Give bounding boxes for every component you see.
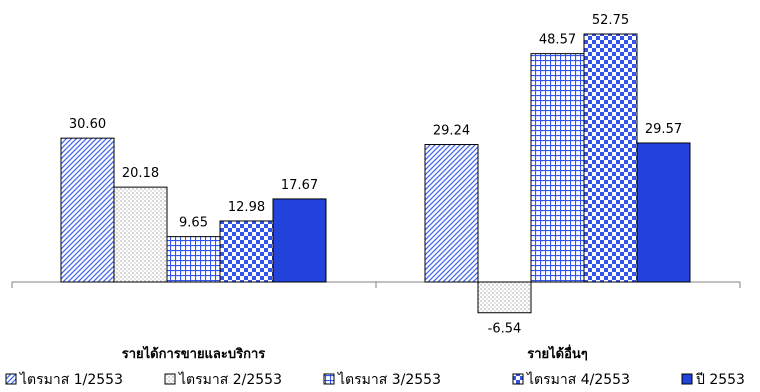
legend-label: ไตรมาส 2/2553 — [178, 371, 282, 388]
category-label: รายได้อื่นๆ — [527, 344, 588, 362]
data-label: 48.57 — [539, 33, 576, 48]
data-label: 29.24 — [433, 124, 470, 139]
legend-swatch — [681, 373, 693, 385]
bar — [219, 220, 274, 283]
bar — [636, 142, 691, 283]
data-label: -6.54 — [488, 322, 522, 337]
data-label: 20.18 — [122, 166, 159, 181]
bar — [477, 281, 532, 314]
bar — [60, 137, 115, 283]
bars — [60, 33, 691, 314]
bar — [166, 236, 221, 283]
legend-label: ไตรมาส 3/2553 — [337, 371, 441, 388]
bar — [113, 186, 168, 283]
bar — [530, 53, 585, 283]
bar — [272, 198, 327, 283]
category-labels: รายได้การขายและบริการ รายได้อื่นๆ — [122, 344, 588, 362]
bar — [424, 144, 479, 283]
data-label: 29.57 — [645, 122, 682, 137]
data-label: 12.98 — [228, 200, 265, 215]
legend: ไตรมาส 1/2553 ไตรมาส 2/2553 ไตรมาส 3/2553 ไ… — [5, 371, 745, 388]
legend-label: ไตรมาส 1/2553 — [19, 371, 123, 388]
data-label: 9.65 — [179, 216, 208, 231]
category-label: รายได้การขายและบริการ — [122, 345, 266, 362]
data-label: 30.60 — [69, 117, 106, 132]
legend-label: ไตรมาส 4/2553 — [526, 371, 630, 388]
legend-label: ปี 2553 — [696, 372, 745, 388]
data-label: 52.75 — [592, 13, 629, 28]
legend-swatch — [5, 373, 17, 385]
data-label: 17.67 — [281, 178, 318, 193]
plot-area: 30.60 20.18 9.65 12.98 17.67 29.24 -6.54 48.57 5… — [11, 13, 741, 362]
bar — [583, 33, 638, 283]
legend-swatch — [164, 373, 176, 385]
legend-swatch — [323, 373, 335, 385]
data-labels: 30.60 20.18 9.65 12.98 17.67 29.24 -6.54 48.57 5… — [69, 13, 682, 337]
legend-swatch — [512, 373, 524, 385]
